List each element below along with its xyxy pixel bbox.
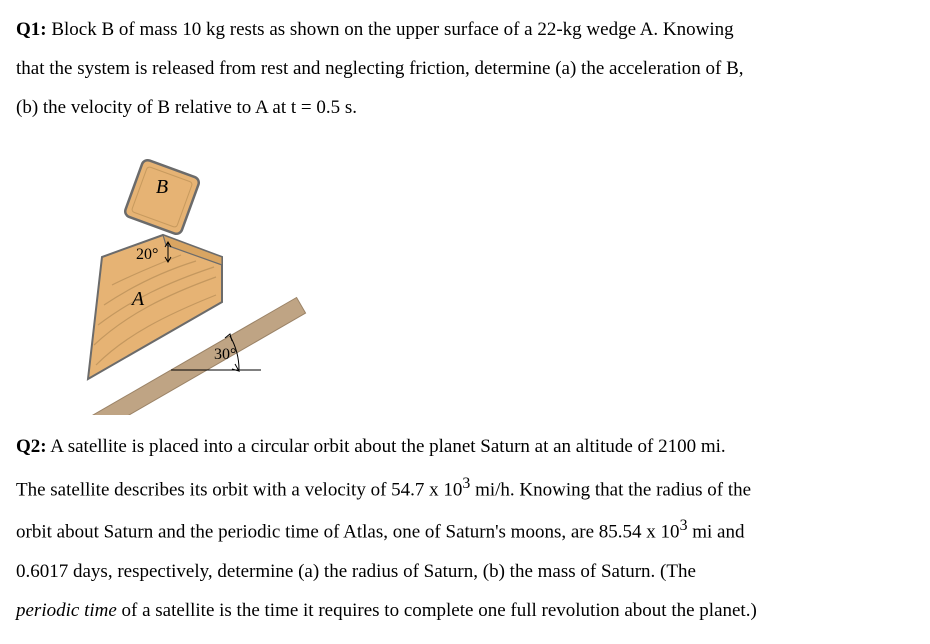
label-b: B — [156, 176, 168, 198]
q1-label: Q1: — [16, 19, 47, 40]
q1-line1: Q1: Block B of mass 10 kg rests as shown… — [16, 12, 914, 47]
q2-line2-a: The satellite describes its orbit with a… — [16, 479, 462, 500]
q2-line3-a: orbit about Saturn and the periodic time… — [16, 521, 680, 542]
q1-line2: that the system is released from rest an… — [16, 51, 914, 86]
q1-figure: B A 20° 30° — [16, 135, 914, 415]
label-a: A — [130, 288, 145, 310]
q2-line4: 0.6017 days, respectively, determine (a)… — [16, 554, 914, 589]
q2-line1-rest: A satellite is placed into a circular or… — [47, 436, 726, 457]
angle-30-text: 30° — [214, 346, 236, 363]
wedge-diagram: B A 20° 30° — [16, 135, 321, 415]
q2-line2-b: mi/h. Knowing that the radius of the — [470, 479, 751, 500]
q2-line5-rest: of a satellite is the time it requires t… — [117, 600, 757, 621]
q2-line3-b: mi and — [687, 521, 744, 542]
q2-line5-italic: periodic time — [16, 600, 117, 621]
q2-line3: orbit about Saturn and the periodic time… — [16, 511, 914, 549]
q2-line2: The satellite describes its orbit with a… — [16, 469, 914, 507]
q2-line5: periodic time of a satellite is the time… — [16, 593, 914, 628]
q1-line3: (b) the velocity of B relative to A at t… — [16, 90, 914, 125]
angle-20-text: 20° — [136, 246, 158, 263]
q2-label: Q2: — [16, 436, 47, 457]
q2-line1: Q2: A satellite is placed into a circula… — [16, 429, 914, 464]
q1-line1-rest: Block B of mass 10 kg rests as shown on … — [47, 19, 734, 40]
